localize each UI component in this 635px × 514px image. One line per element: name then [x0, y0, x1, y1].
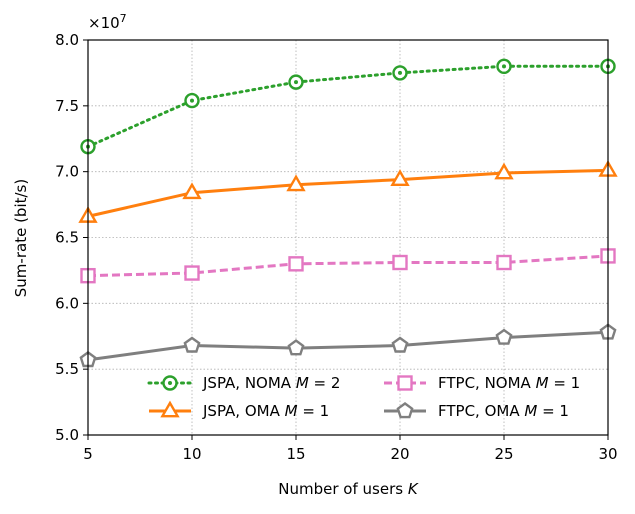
y-tick-label: 6.0 [55, 294, 79, 312]
legend-label: FTPC, NOMA M = 1 [438, 374, 580, 392]
legend-item: JSPA, NOMA M = 2 [147, 374, 340, 392]
axes: 5 10 15 20 25 30 5.0 5.5 6.0 6.5 7.0 7.5 8.0 [55, 31, 617, 463]
y-tick-label: 5.5 [55, 360, 79, 378]
legend-label: JSPA, OMA M = 1 [202, 402, 329, 420]
triangle-marker [494, 162, 514, 180]
pentagon-marker [287, 339, 305, 356]
y-tick-label: 5.0 [55, 426, 79, 444]
circle-marker-dot [398, 70, 402, 75]
triangle-marker [286, 174, 306, 192]
legend-item: FTPC, OMA M = 1 [384, 402, 569, 420]
x-tick-label: 25 [494, 445, 513, 463]
circle-marker-dot [294, 80, 298, 85]
series-3 [80, 248, 616, 284]
series-4 [79, 323, 617, 368]
y-multiplier: ×107 [88, 12, 127, 32]
series-2 [78, 159, 618, 223]
series-line [87, 330, 609, 362]
x-tick-label: 30 [598, 445, 617, 463]
pentagon-marker [183, 336, 201, 353]
x-tick-label: 15 [286, 445, 305, 463]
triangle-marker [182, 182, 202, 200]
square-marker [496, 254, 512, 271]
series-layer [78, 58, 618, 368]
legend-label: JSPA, NOMA M = 2 [202, 374, 340, 392]
square-marker [397, 375, 413, 391]
pentagon-marker [396, 402, 414, 419]
series-line [86, 64, 610, 149]
x-tick-label: 5 [83, 445, 93, 463]
x-axis-label: Number of users K [278, 480, 419, 498]
legend: JSPA, NOMA M = 2 JSPA, OMA M = 1 FTPC, NOM… [147, 374, 580, 420]
y-axis-label: Sum-rate (bit/s) [12, 179, 30, 297]
y-tick-label: 6.5 [55, 229, 79, 247]
series-line [87, 254, 609, 278]
square-marker [288, 256, 304, 272]
pentagon-marker [495, 328, 513, 345]
series-line [87, 168, 609, 218]
legend-item: FTPC, NOMA M = 1 [384, 374, 580, 392]
circle-marker-dot [502, 64, 506, 69]
y-tick-label: 8.0 [55, 31, 79, 49]
legend-item: JSPA, OMA M = 1 [149, 400, 329, 420]
y-tick-label: 7.0 [55, 163, 79, 181]
pentagon-marker [391, 336, 409, 353]
triangle-marker [160, 400, 180, 418]
square-marker [392, 254, 408, 271]
x-tick-label: 20 [390, 445, 409, 463]
circle-marker-dot [168, 381, 172, 385]
legend-label: FTPC, OMA M = 1 [438, 402, 569, 420]
square-marker [184, 265, 200, 281]
circle-marker-dot [190, 98, 194, 103]
triangle-marker [390, 169, 410, 186]
x-tick-label: 10 [182, 445, 201, 463]
y-tick-label: 7.5 [55, 97, 79, 115]
series-1 [80, 58, 616, 155]
